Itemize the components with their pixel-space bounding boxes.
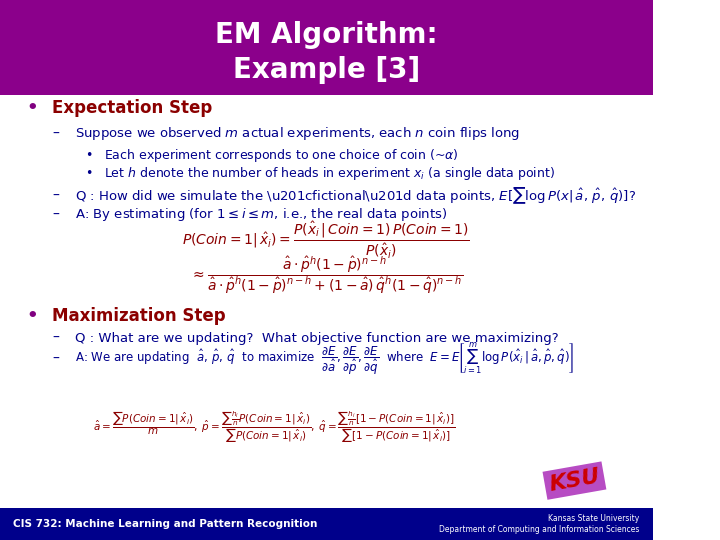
- Text: Expectation Step: Expectation Step: [53, 99, 212, 117]
- Text: Suppose we observed $m$ actual experiments, each $n$ coin flips long: Suppose we observed $m$ actual experimen…: [75, 125, 520, 143]
- Text: A: By estimating (for $1 \leq i \leq m$, i.e., the real data points): A: By estimating (for $1 \leq i \leq m$,…: [75, 206, 447, 223]
- Text: CIS 732: Machine Learning and Pattern Recognition: CIS 732: Machine Learning and Pattern Re…: [13, 519, 318, 529]
- Text: –: –: [53, 331, 59, 345]
- Text: –: –: [53, 207, 59, 221]
- FancyBboxPatch shape: [0, 0, 653, 94]
- Text: $\approx \dfrac{\hat{a}\cdot\hat{p}^h(1-\hat{p})^{n-h}}{\hat{a}\cdot\hat{p}^h(1-: $\approx \dfrac{\hat{a}\cdot\hat{p}^h(1-…: [189, 255, 463, 296]
- FancyBboxPatch shape: [0, 508, 653, 540]
- Text: •: •: [85, 149, 92, 162]
- Text: Q : How did we simulate the \u201cfictional\u201d data points, $E[\sum \log P(x|: Q : How did we simulate the \u201cfictio…: [75, 185, 636, 206]
- Text: –: –: [53, 188, 59, 202]
- Text: Maximization Step: Maximization Step: [53, 307, 226, 325]
- Text: Q : What are we updating?  What objective function are we maximizing?: Q : What are we updating? What objective…: [75, 332, 559, 345]
- Text: –: –: [53, 352, 59, 366]
- Text: –: –: [53, 127, 59, 141]
- Text: KSU: KSU: [547, 467, 601, 495]
- Text: Each experiment corresponds to one choice of coin (~$\alpha$): Each experiment corresponds to one choic…: [104, 147, 459, 164]
- Text: Kansas State University
Department of Computing and Information Sciences: Kansas State University Department of Co…: [439, 514, 640, 534]
- Text: $P(Coin=1|\,\hat{x}_i) = \dfrac{P(\hat{x}_i\,|\,Coin=1)\,P(Coin=1)}{P(\hat{x}_i): $P(Coin=1|\,\hat{x}_i) = \dfrac{P(\hat{x…: [182, 220, 470, 261]
- Text: Let $h$ denote the number of heads in experiment $x_i$ (a single data point): Let $h$ denote the number of heads in ex…: [104, 165, 555, 183]
- Text: •: •: [85, 167, 92, 180]
- Text: •: •: [26, 99, 37, 117]
- Text: Example [3]: Example [3]: [233, 56, 420, 84]
- Text: $\hat{a}=\dfrac{\sum P(Coin=1|\,\hat{x}_i)}{m}$$,\;\hat{p}=\dfrac{\sum \frac{h_i: $\hat{a}=\dfrac{\sum P(Coin=1|\,\hat{x}_…: [93, 409, 455, 444]
- Text: EM Algorithm:: EM Algorithm:: [215, 21, 438, 49]
- Text: A: We are updating  $\hat{a},\,\hat{p},\,\hat{q}$  to maximize  $\dfrac{\partial: A: We are updating $\hat{a},\,\hat{p},\,…: [75, 341, 575, 377]
- Text: •: •: [26, 307, 37, 325]
